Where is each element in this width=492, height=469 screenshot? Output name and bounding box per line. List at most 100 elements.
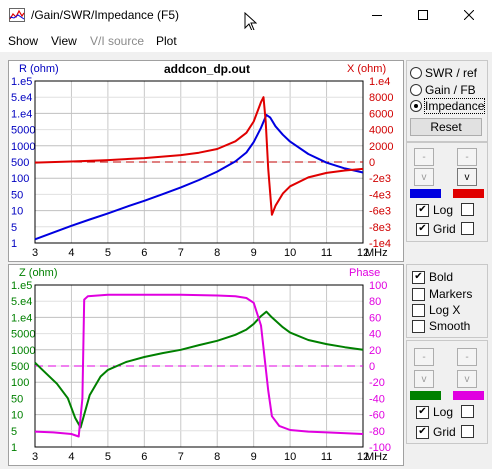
checkmark-icon: ✔ <box>416 425 429 439</box>
top-left-tick: 5.e4 <box>11 92 32 104</box>
bottom-log-right-checkbox[interactable] <box>461 405 474 418</box>
bottom-x-tick: 12 <box>357 451 369 463</box>
radio-gain-dot <box>410 84 422 96</box>
top-x-tick: 9 <box>251 247 257 259</box>
bottom-left-tick: 10 <box>11 410 23 422</box>
top-right-tick: 6000 <box>369 108 393 120</box>
top-left-tick: 5 <box>11 222 17 234</box>
bottom-left-tick: 5000 <box>11 329 35 341</box>
top-chart-panel: R (ohm) addcon_dp.out X (ohm) 3 4 5 6 7 8 9 10 1… <box>8 60 404 262</box>
bold-label: Bold <box>429 270 454 284</box>
menu-show[interactable]: Show <box>8 34 39 48</box>
top-grid-label: Grid <box>433 222 456 236</box>
bottom-grid-right-checkbox[interactable] <box>461 425 474 438</box>
bottom-left-tick: 5.e4 <box>11 296 32 308</box>
window-title: /Gain/SWR/Impedance (F5) <box>31 8 180 22</box>
bottom-right-tick: -40 <box>369 393 385 405</box>
bold-checkbox[interactable]: ✔ Bold <box>412 270 453 284</box>
bottom-right-color-swatch[interactable] <box>453 391 484 400</box>
top-right-tick: -1e4 <box>369 238 391 250</box>
top-right-axis-label: X (ohm) <box>347 63 387 75</box>
top-grid-right-checkbox[interactable] <box>461 222 474 235</box>
bottom-right-tick: -80 <box>369 426 385 438</box>
bottom-grid-checkbox[interactable]: ✔ Grid <box>416 425 456 439</box>
top-log-checkbox[interactable]: ✔ Log <box>416 203 453 217</box>
radio-swr[interactable]: SWR / ref <box>410 66 477 80</box>
minimize-button[interactable] <box>354 0 400 30</box>
bottom-left-tick: 1000 <box>11 345 35 357</box>
radio-gain[interactable]: Gain / FB <box>410 83 476 97</box>
top-left-tick: 50 <box>11 189 23 201</box>
smooth-checkbox[interactable]: Smooth <box>412 319 470 333</box>
checkbox-empty-icon <box>412 303 425 317</box>
bottom-x-tick: 6 <box>141 451 147 463</box>
radio-impedance-label: Impedance <box>423 98 486 114</box>
bottom-left-tick: 50 <box>11 393 23 405</box>
logx-checkbox[interactable]: Log X <box>412 303 460 317</box>
top-right-tick: -4e3 <box>369 189 391 201</box>
top-x-tick: 8 <box>214 247 220 259</box>
display-mode-group <box>406 60 488 142</box>
top-left-tick: 500 <box>11 157 29 169</box>
top-left-tick: 10 <box>11 206 23 218</box>
bottom-left-tick: 1 <box>11 442 17 454</box>
bottom-left-axis-label: Z (ohm) <box>19 267 58 279</box>
bottom-series-0 <box>34 310 364 429</box>
top-right-down-button[interactable]: v <box>457 168 477 186</box>
close-button[interactable] <box>446 0 492 30</box>
top-log-label: Log <box>433 203 454 217</box>
top-right-up-button[interactable]: - <box>457 148 477 166</box>
markers-checkbox[interactable]: Markers <box>412 287 472 301</box>
top-right-tick: -2e3 <box>369 173 391 185</box>
minimize-icon <box>372 15 382 16</box>
top-x-tick: 7 <box>178 247 184 259</box>
top-left-axis-label: R (ohm) <box>19 63 59 75</box>
top-right-tick: 2000 <box>369 141 393 153</box>
checkbox-empty-icon <box>461 222 474 235</box>
bottom-right-up-button[interactable]: - <box>457 348 477 366</box>
bottom-left-down-button[interactable]: v <box>414 370 434 388</box>
checkbox-empty-icon <box>461 425 474 438</box>
bottom-x-tick: 5 <box>105 451 111 463</box>
checkbox-empty-icon <box>412 319 425 333</box>
bottom-log-checkbox[interactable]: ✔ Log <box>416 405 453 419</box>
bottom-x-unit: MHz <box>365 451 388 463</box>
bottom-right-tick: -20 <box>369 377 385 389</box>
top-right-color-swatch[interactable] <box>453 189 484 198</box>
top-x-tick: 12 <box>357 247 369 259</box>
menu-vi-source[interactable]: V/I source <box>90 34 145 48</box>
top-left-tick: 1000 <box>11 141 35 153</box>
checkbox-empty-icon <box>412 287 425 301</box>
bottom-left-tick: 500 <box>11 361 29 373</box>
top-left-tick: 5000 <box>11 125 35 137</box>
top-grid-checkbox[interactable]: ✔ Grid <box>416 222 456 236</box>
mouse-cursor-icon <box>244 12 257 32</box>
bottom-right-down-button[interactable]: v <box>457 370 477 388</box>
top-right-tick: 1.e4 <box>369 76 390 88</box>
top-series-0 <box>34 113 364 241</box>
radio-swr-dot <box>410 67 422 79</box>
bottom-left-up-button[interactable]: - <box>414 348 434 366</box>
radio-impedance[interactable]: Impedance <box>410 98 486 114</box>
checkmark-icon: ✔ <box>412 270 425 284</box>
top-x-tick: 5 <box>105 247 111 259</box>
bottom-log-label: Log <box>433 405 454 419</box>
menu-view[interactable]: View <box>51 34 77 48</box>
radio-gain-label: Gain / FB <box>425 83 476 97</box>
maximize-button[interactable] <box>400 0 446 30</box>
bottom-x-tick: 3 <box>32 451 38 463</box>
radio-swr-label: SWR / ref <box>425 66 478 80</box>
checkmark-icon: ✔ <box>416 222 429 236</box>
top-left-up-button[interactable]: - <box>414 148 434 166</box>
menu-plot[interactable]: Plot <box>156 34 177 48</box>
bottom-x-tick: 10 <box>284 451 296 463</box>
top-left-down-button[interactable]: v <box>414 168 434 186</box>
reset-button[interactable]: Reset <box>410 118 482 136</box>
top-log-right-checkbox[interactable] <box>461 203 474 216</box>
bottom-right-tick: -100 <box>369 442 391 454</box>
bottom-left-color-swatch[interactable] <box>410 391 441 400</box>
top-left-color-swatch[interactable] <box>410 189 441 198</box>
top-x-tick: 4 <box>68 247 74 259</box>
